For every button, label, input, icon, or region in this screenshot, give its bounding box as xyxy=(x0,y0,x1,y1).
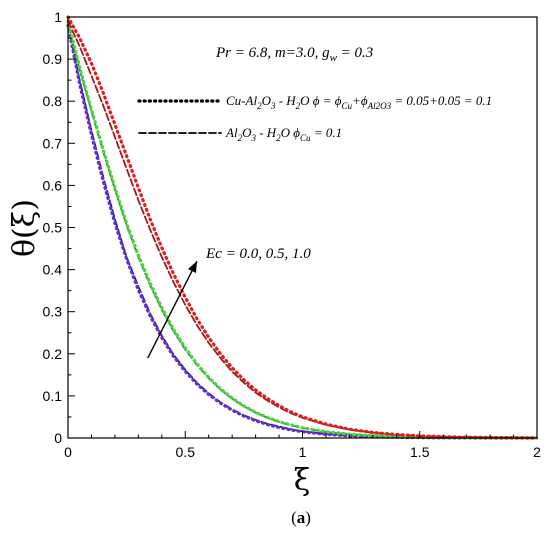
x-tick-label-0: 0 xyxy=(64,444,72,460)
x-tick-label-1: 0.5 xyxy=(176,444,196,460)
series-line-2 xyxy=(66,23,539,440)
figure-caption: (a) xyxy=(291,508,311,527)
y-tick-label-6: 0.6 xyxy=(43,177,63,193)
y-tick-label-3: 0.3 xyxy=(43,304,63,320)
y-tick-label-0: 0 xyxy=(54,430,62,446)
params-text: Pr = 6.8, m=3.0, gw = 0.3 xyxy=(215,45,373,64)
y-tick-label-1: 0.1 xyxy=(43,388,63,404)
y-tick-label-4: 0.4 xyxy=(43,262,63,278)
y-tick-label-7: 0.7 xyxy=(43,135,63,151)
ec-arrow-shaft xyxy=(147,260,198,359)
ticks-layer: 0 0.5 1 1.5 2 0 0.1 0.2 0.3 0.4 0.5 0.6 0.7 0.8 0.9 1 xyxy=(43,9,542,460)
y-tick-label-10: 1 xyxy=(54,9,62,25)
ec-annotation: Ec = 0.0, 0.5, 1.0 xyxy=(205,246,311,262)
x-tick-label-2: 1 xyxy=(299,444,307,460)
series-line-1 xyxy=(67,24,538,439)
plot-frame xyxy=(67,16,538,439)
y-axis-title: θ(ξ) xyxy=(7,199,42,257)
x-tick-label-4: 2 xyxy=(533,444,541,460)
legend-label-2: Al2O3 - H2O ϕCu = 0.1 xyxy=(225,125,342,143)
x-axis-title: ξ xyxy=(294,463,311,498)
ec-arrow xyxy=(147,260,198,359)
y-tick-label-5: 0.5 xyxy=(43,220,63,236)
params-gw-sub: w xyxy=(330,52,338,64)
x-tick-label-3: 1.5 xyxy=(410,444,430,460)
ec-arrow-head xyxy=(187,261,197,274)
legend-label-1: Cu-Al2O3 - H2O ϕ = ϕCu+ϕAl2O3 = 0.05+0.0… xyxy=(226,93,492,111)
curves-layer xyxy=(66,15,539,440)
series-line-3 xyxy=(67,24,538,439)
y-tick-label-8: 0.8 xyxy=(43,93,63,109)
series-line-5 xyxy=(67,20,538,439)
y-tick-label-2: 0.2 xyxy=(43,346,63,362)
series-line-4 xyxy=(66,19,539,440)
legend: Cu-Al2O3 - H2O ϕ = ϕCu+ϕAl2O3 = 0.05+0.0… xyxy=(137,93,492,143)
series-line-6 xyxy=(66,15,539,440)
y-tick-label-9: 0.9 xyxy=(43,51,63,67)
